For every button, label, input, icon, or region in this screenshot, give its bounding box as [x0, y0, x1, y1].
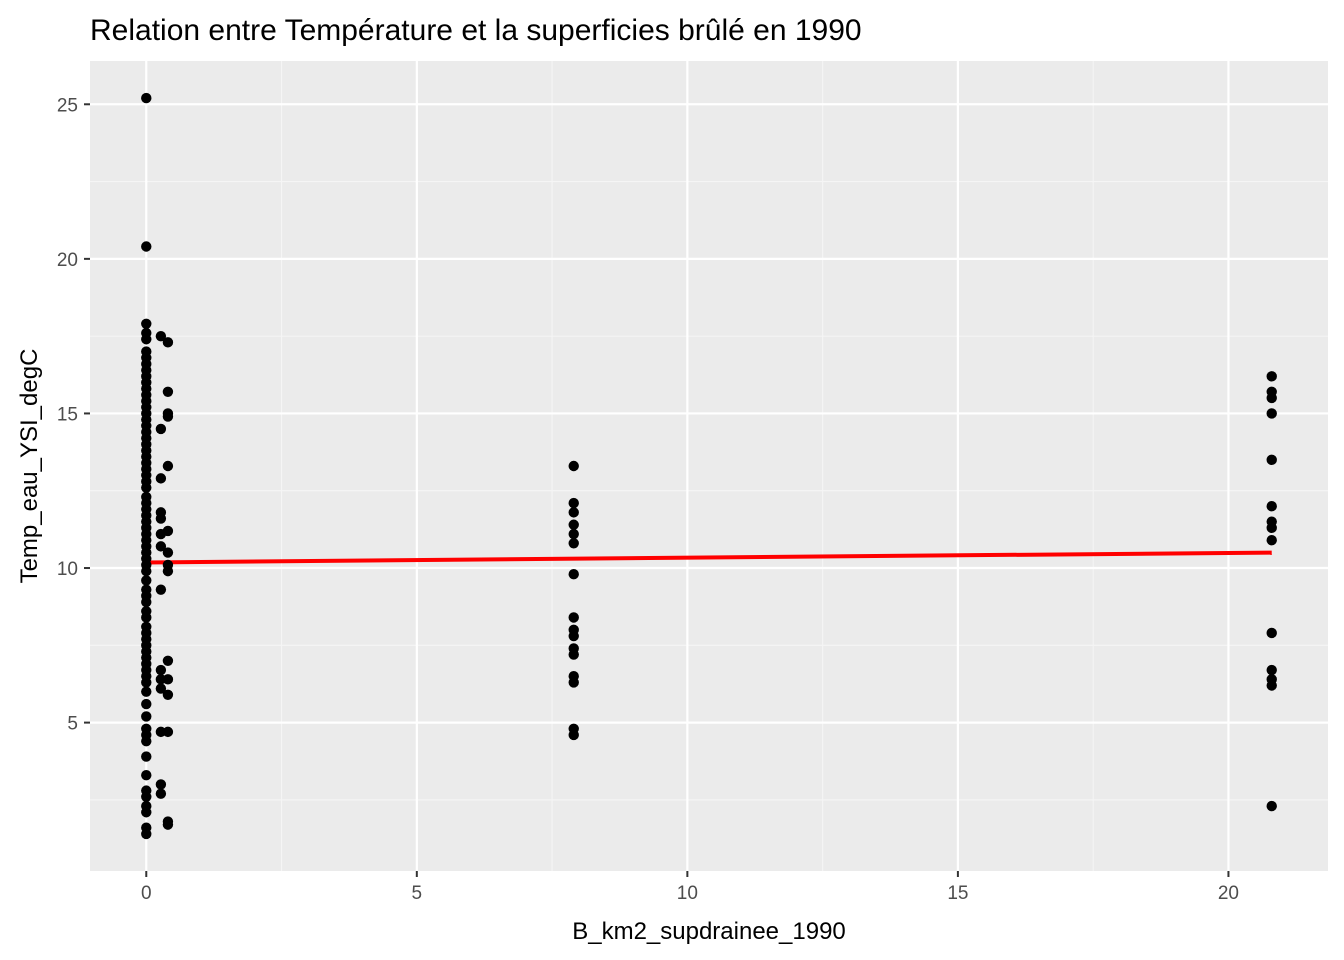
data-point: [1266, 454, 1277, 466]
data-point: [1266, 500, 1277, 512]
data-point: [568, 519, 579, 530]
data-point: [155, 779, 167, 790]
data-point: [141, 711, 152, 722]
data-point: [141, 807, 152, 818]
y-tick-label: 20: [57, 250, 78, 271]
data-point: [141, 241, 152, 252]
data-point: [162, 525, 174, 537]
data-point: [155, 788, 167, 799]
data-point: [568, 729, 579, 741]
data-point: [162, 386, 174, 398]
points-layer: [141, 92, 1277, 840]
fit-line-layer: [146, 550, 1272, 565]
data-point: [155, 423, 167, 435]
data-point: [162, 689, 174, 700]
data-point: [155, 584, 167, 595]
y-tick-label: 5: [67, 714, 78, 735]
data-point: [141, 334, 152, 345]
data-point: [141, 575, 152, 586]
data-point: [141, 791, 152, 803]
data-point: [141, 698, 152, 710]
data-point: [162, 819, 174, 830]
data-point: [162, 460, 174, 472]
data-point: [568, 460, 579, 472]
data-point: [568, 612, 579, 623]
data-point: [141, 596, 152, 608]
data-point: [155, 473, 167, 484]
data-point: [141, 828, 152, 840]
data-point: [568, 649, 579, 660]
chart-title: Relation entre Température et la superfi…: [90, 14, 862, 47]
data-point: [568, 630, 579, 642]
data-point: [141, 769, 152, 781]
data-point: [568, 569, 579, 580]
data-point: [1266, 392, 1277, 404]
major-gridlines: [90, 61, 1328, 871]
x-tick-label: 15: [947, 883, 968, 904]
data-point: [162, 337, 174, 348]
data-point: [141, 612, 152, 623]
data-point: [568, 677, 579, 688]
data-point: [1266, 408, 1277, 419]
y-axis-title: Temp_eau_YSI_degC: [16, 349, 43, 584]
data-point: [141, 565, 152, 577]
data-point: [1266, 371, 1277, 382]
x-tick-label: 0: [141, 883, 152, 904]
data-point: [155, 683, 167, 694]
data-point: [1266, 664, 1277, 676]
data-point: [1266, 800, 1277, 812]
x-axis: 0 5 10 15 20: [141, 871, 1239, 904]
y-tick-label: 10: [57, 559, 78, 580]
data-point: [162, 547, 174, 558]
data-point: [155, 664, 167, 676]
data-point: [155, 330, 167, 342]
minor-gridlines: [90, 61, 1328, 871]
data-point: [141, 751, 152, 762]
plot-panel: [90, 61, 1328, 871]
x-tick-label: 10: [677, 883, 698, 904]
data-point: [568, 528, 579, 540]
x-tick-label: 20: [1218, 883, 1239, 904]
data-point: [141, 686, 152, 697]
data-point: [141, 92, 152, 104]
data-point: [568, 538, 579, 549]
data-point: [162, 655, 174, 666]
data-point: [1266, 627, 1277, 639]
data-point: [568, 497, 579, 509]
data-point: [141, 677, 152, 688]
x-axis-title: B_km2_supdrainee_1990: [572, 918, 846, 945]
data-point: [1266, 680, 1277, 691]
y-tick-label: 15: [57, 404, 78, 425]
data-point: [568, 507, 579, 518]
data-point: [155, 513, 167, 524]
data-point: [1266, 522, 1277, 534]
data-point: [155, 541, 167, 552]
y-tick-label: 25: [57, 95, 78, 116]
data-point: [1266, 534, 1277, 546]
data-point: [162, 726, 174, 738]
regression-line: [146, 550, 1272, 565]
data-point: [141, 318, 152, 329]
data-point: [162, 674, 174, 685]
x-tick-label: 5: [412, 883, 423, 904]
data-point: [162, 411, 174, 422]
data-point: [141, 735, 152, 747]
data-point: [162, 565, 174, 577]
data-point: [141, 482, 152, 493]
y-axis: 5 10 15 20 25: [57, 95, 90, 735]
